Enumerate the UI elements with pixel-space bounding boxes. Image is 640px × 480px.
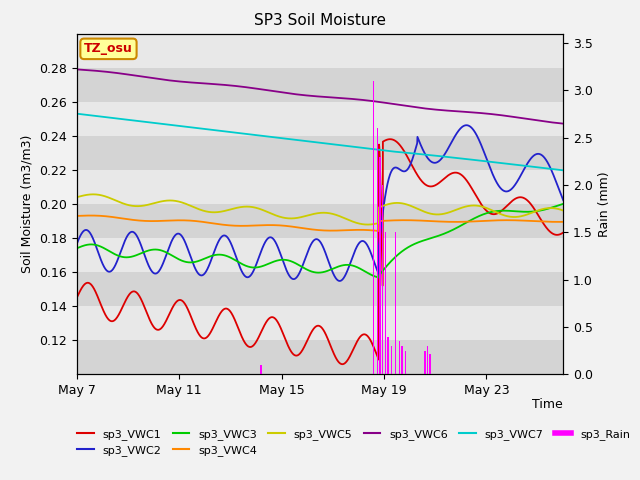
Bar bbox=[77, 272, 563, 306]
Bar bbox=[77, 306, 563, 340]
Bar bbox=[427, 346, 428, 374]
Bar bbox=[77, 68, 563, 102]
Text: Time: Time bbox=[532, 398, 563, 411]
Text: TZ_osu: TZ_osu bbox=[84, 42, 133, 55]
Legend: sp3_VWC1, sp3_VWC2, sp3_VWC3, sp3_VWC4, sp3_VWC5, sp3_VWC6, sp3_VWC7, sp3_Rain: sp3_VWC1, sp3_VWC2, sp3_VWC3, sp3_VWC4, … bbox=[72, 424, 634, 460]
Bar bbox=[77, 238, 563, 272]
Bar bbox=[395, 232, 396, 374]
Bar bbox=[380, 156, 381, 374]
Title: SP3 Soil Moisture: SP3 Soil Moisture bbox=[254, 13, 386, 28]
Bar bbox=[405, 351, 406, 374]
Bar bbox=[77, 102, 563, 136]
Bar bbox=[77, 204, 563, 238]
Bar bbox=[260, 365, 262, 374]
Bar bbox=[77, 340, 563, 374]
Bar bbox=[77, 34, 563, 68]
Bar bbox=[373, 81, 374, 374]
Bar bbox=[399, 341, 400, 374]
Bar bbox=[424, 351, 426, 374]
Bar bbox=[391, 346, 392, 374]
Bar bbox=[429, 354, 431, 374]
Bar bbox=[387, 336, 388, 374]
Y-axis label: Rain (mm): Rain (mm) bbox=[598, 171, 611, 237]
Bar bbox=[385, 232, 386, 374]
Bar bbox=[77, 136, 563, 170]
Bar bbox=[382, 185, 383, 374]
Y-axis label: Soil Moisture (m3/m3): Soil Moisture (m3/m3) bbox=[20, 135, 34, 273]
Bar bbox=[77, 170, 563, 204]
Bar bbox=[401, 346, 403, 374]
Bar bbox=[377, 128, 378, 374]
